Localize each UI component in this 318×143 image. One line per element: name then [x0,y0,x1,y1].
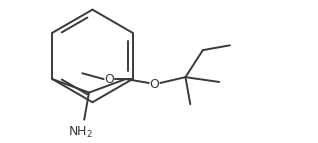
Text: O: O [104,73,114,86]
Text: O: O [150,78,160,91]
Text: NH$_2$: NH$_2$ [68,125,93,140]
